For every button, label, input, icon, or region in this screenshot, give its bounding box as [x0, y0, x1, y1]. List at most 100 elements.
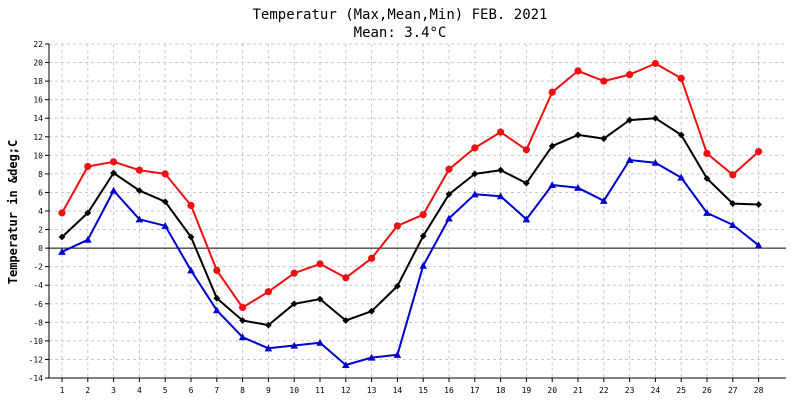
data-point-min	[316, 338, 324, 346]
y-tick-label: 4	[38, 207, 43, 216]
y-tick-label: 12	[33, 133, 43, 142]
data-point-mean	[729, 200, 737, 207]
data-point-max	[342, 274, 350, 282]
data-point-max	[84, 162, 92, 171]
data-point-mean	[368, 307, 375, 315]
data-point-min	[522, 215, 531, 223]
data-point-mean	[652, 114, 659, 122]
data-point-mean	[58, 233, 66, 241]
data-point-mean	[755, 201, 762, 208]
chart-title: Temperatur (Max,Mean,Min) FEB. 2021	[252, 7, 547, 23]
y-tick-label: 22	[33, 40, 43, 49]
data-point-max	[213, 266, 221, 274]
data-point-mean	[497, 166, 504, 174]
x-tick-label: 26	[702, 386, 712, 395]
y-tick-label: 18	[33, 77, 43, 86]
data-point-max	[755, 148, 763, 156]
x-tick-label: 7	[214, 386, 219, 395]
x-tick-label: 15	[418, 386, 428, 395]
x-tick-label: 24	[651, 386, 661, 395]
series-min	[58, 156, 763, 369]
y-tick-label: 0	[38, 244, 43, 253]
y-tick-label: 20	[33, 59, 43, 68]
x-tick-label: 21	[573, 386, 583, 395]
data-point-min	[367, 353, 376, 361]
data-point-max	[316, 260, 324, 268]
data-point-max	[419, 211, 427, 219]
x-tick-label: 6	[189, 386, 194, 395]
series-max	[58, 59, 763, 312]
x-tick-label: 28	[754, 386, 764, 395]
y-tick-label: -2	[33, 263, 43, 272]
series-mean	[58, 114, 762, 329]
data-point-max	[729, 171, 737, 179]
data-point-max	[522, 146, 531, 154]
data-point-mean	[290, 300, 298, 308]
data-point-mean	[626, 116, 633, 124]
y-tick-label: 14	[33, 114, 43, 123]
data-point-min	[84, 235, 92, 243]
data-point-min	[574, 184, 582, 191]
data-point-min	[754, 241, 763, 249]
data-point-mean	[600, 135, 608, 143]
data-point-mean	[161, 198, 169, 206]
data-point-mean	[213, 294, 221, 302]
data-point-mean	[136, 187, 143, 194]
y-tick-label: 6	[38, 188, 43, 197]
y-tick-label: -8	[33, 318, 43, 327]
chart-subtitle: Mean: 3.4°C	[354, 25, 447, 41]
data-point-mean	[394, 282, 401, 290]
data-point-min	[187, 266, 195, 274]
data-point-min	[651, 158, 660, 166]
y-tick-label: -10	[29, 337, 44, 346]
data-point-mean	[342, 317, 350, 324]
x-tick-label: 10	[289, 386, 299, 395]
x-tick-label: 3	[111, 386, 116, 395]
data-point-max	[393, 222, 401, 230]
data-point-max	[626, 71, 634, 79]
data-point-max	[600, 77, 608, 85]
data-point-min	[264, 344, 273, 352]
x-tick-label: 23	[625, 386, 635, 395]
data-point-mean	[419, 232, 427, 240]
y-tick-label: 10	[33, 151, 43, 160]
data-point-mean	[316, 295, 324, 303]
data-point-min	[445, 214, 453, 222]
y-tick-label: -4	[33, 281, 43, 290]
data-point-max	[471, 144, 479, 152]
data-point-max	[651, 59, 660, 68]
x-tick-label: 5	[163, 386, 168, 395]
y-tick-label: 16	[33, 96, 43, 105]
y-axis-label: Temperatur in &deg;C	[6, 140, 20, 285]
data-point-mean	[703, 175, 711, 182]
data-point-min	[342, 361, 350, 369]
series-line-max	[61, 62, 760, 309]
data-point-max	[445, 165, 453, 173]
x-tick-label: 22	[599, 386, 609, 395]
x-tick-label: 20	[547, 386, 557, 395]
x-tick-label: 9	[266, 386, 271, 395]
data-point-min	[600, 196, 608, 204]
x-tick-label: 25	[676, 386, 686, 395]
data-point-min	[213, 306, 221, 314]
data-point-mean	[187, 233, 195, 241]
data-point-mean	[574, 131, 582, 139]
x-tick-label: 12	[341, 386, 351, 395]
data-point-max	[264, 288, 272, 296]
y-tick-label: -14	[29, 374, 44, 383]
data-point-mean	[239, 317, 246, 324]
data-point-min	[703, 209, 711, 216]
data-point-mean	[471, 170, 479, 178]
data-point-min	[548, 181, 556, 189]
data-point-min	[135, 215, 144, 223]
data-point-mean	[677, 131, 685, 139]
data-point-max	[110, 158, 118, 166]
data-point-mean	[110, 169, 117, 177]
x-tick-label: 4	[137, 386, 142, 395]
data-point-min	[677, 173, 685, 181]
x-tick-label: 11	[315, 386, 325, 395]
x-tick-label: 19	[522, 386, 532, 395]
